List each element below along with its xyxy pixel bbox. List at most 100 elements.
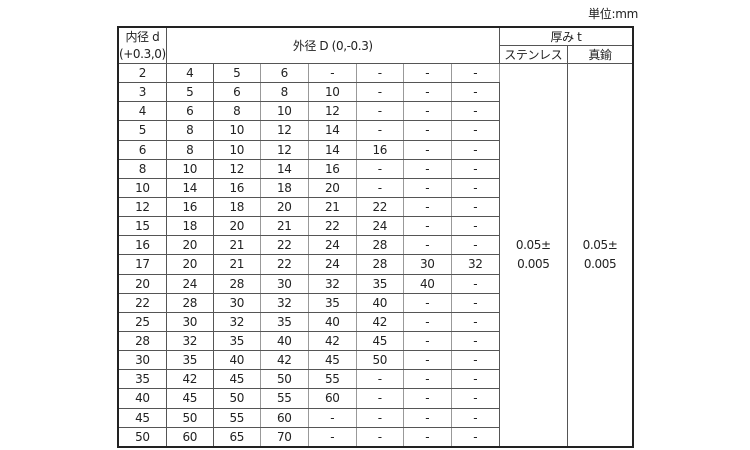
- outer-diameter-cell: 35: [212, 330, 261, 352]
- outer-diameter-cell: 14: [307, 120, 357, 141]
- outer-diameter-cell: -: [402, 120, 452, 141]
- outer-diameter-cell: -: [450, 273, 500, 294]
- outer-diameter-cell: -: [402, 177, 452, 198]
- outer-diameter-cell: 45: [355, 330, 404, 352]
- inner-diameter-cell: 5: [117, 120, 167, 141]
- outer-diameter-cell: 40: [212, 350, 261, 371]
- outer-diameter-cell: -: [402, 311, 452, 332]
- outer-diameter-cell: 20: [212, 216, 261, 237]
- outer-diameter-cell: 4: [165, 62, 214, 84]
- outer-diameter-cell: 20: [307, 177, 357, 198]
- inner-diameter-cell: 40: [117, 388, 167, 409]
- outer-diameter-cell: 8: [259, 82, 309, 103]
- outer-diameter-cell: 30: [259, 273, 309, 294]
- outer-diameter-cell: -: [402, 216, 452, 237]
- inner-diameter-cell: 4: [117, 101, 167, 122]
- table-row: 40 45 50 55 60- - -: [117, 388, 633, 409]
- outer-diameter-cell: 21: [212, 254, 261, 275]
- outer-diameter-cell: 65: [212, 426, 261, 448]
- outer-diameter-cell: -: [450, 216, 500, 237]
- outer-diameter-cell: 30: [212, 292, 261, 313]
- outer-diameter-cell: -: [402, 139, 452, 160]
- outer-diameter-cell: -: [402, 235, 452, 256]
- outer-diameter-cell: 8: [165, 139, 214, 160]
- inner-diameter-cell: 17: [117, 254, 167, 275]
- outer-diameter-cell: -: [355, 82, 404, 103]
- outer-diameter-cell: 21: [212, 235, 261, 256]
- outer-diameter-cell: -: [355, 101, 404, 122]
- outer-diameter-cell: 24: [165, 273, 214, 294]
- outer-diameter-cell: 24: [307, 254, 357, 275]
- outer-diameter-cell: 50: [259, 369, 309, 390]
- inner-diameter-cell: 20: [117, 273, 167, 294]
- inner-diameter-header: 内径 d (+0.3,0): [117, 26, 167, 64]
- outer-diameter-cell: 22: [259, 254, 309, 275]
- outer-diameter-cell: 22: [355, 196, 404, 218]
- outer-diameter-cell: 32: [165, 330, 214, 352]
- outer-diameter-cell: -: [402, 62, 452, 84]
- thickness-header: 厚み t: [498, 26, 634, 46]
- outer-diameter-cell: 5: [212, 62, 261, 84]
- outer-diameter-cell: -: [307, 62, 357, 84]
- outer-diameter-cell: -: [355, 120, 404, 141]
- outer-diameter-cell: -: [450, 426, 500, 448]
- outer-diameter-cell: -: [450, 101, 500, 122]
- outer-diameter-cell: -: [355, 388, 404, 409]
- outer-diameter-cell: -: [402, 330, 452, 352]
- outer-diameter-cell: -: [402, 426, 452, 448]
- outer-diameter-cell: 21: [307, 196, 357, 218]
- outer-diameter-cell: 16: [355, 139, 404, 160]
- outer-diameter-cell: 50: [165, 407, 214, 428]
- outer-diameter-cell: -: [450, 407, 500, 428]
- outer-diameter-cell: -: [402, 388, 452, 409]
- inner-diameter-cell: 16: [117, 235, 167, 256]
- outer-diameter-cell: 8: [165, 120, 214, 141]
- outer-diameter-cell: -: [355, 177, 404, 198]
- outer-diameter-cell: -: [450, 139, 500, 160]
- inner-diameter-cell: 22: [117, 292, 167, 313]
- outer-diameter-cell: 6: [212, 82, 261, 103]
- brass-thickness-cell: 0.05± 0.005: [566, 62, 634, 448]
- outer-diameter-cell: 10: [259, 101, 309, 122]
- outer-diameter-cell: 12: [212, 158, 261, 179]
- outer-diameter-cell: 45: [212, 369, 261, 390]
- outer-diameter-cell: 28: [355, 254, 404, 275]
- brass-header: 真鍮: [566, 45, 634, 64]
- outer-diameter-cell: 40: [307, 311, 357, 332]
- outer-diameter-cell: 60: [165, 426, 214, 448]
- outer-diameter-cell: -: [402, 158, 452, 179]
- outer-diameter-cell: -: [402, 369, 452, 390]
- table-row: 20 24 28 30 32 35 40-: [117, 273, 633, 294]
- outer-diameter-cell: 16: [165, 196, 214, 218]
- outer-diameter-cell: 32: [212, 311, 261, 332]
- inner-diameter-cell: 10: [117, 177, 167, 198]
- inner-diameter-cell: 28: [117, 330, 167, 352]
- outer-diameter-cell: 35: [165, 350, 214, 371]
- table-row: 28 32 35 40 42 45- -: [117, 330, 633, 352]
- thickness-value: 0.05±: [582, 237, 618, 252]
- outer-diameter-cell: 45: [307, 350, 357, 371]
- outer-diameter-cell: 21: [259, 216, 309, 237]
- outer-diameter-cell: 10: [307, 82, 357, 103]
- size-table: 内径 d (+0.3,0) 外径 D (0,-0.3) 厚み t ステンレス 真…: [117, 26, 635, 448]
- outer-diameter-cell: 60: [259, 407, 309, 428]
- outer-diameter-cell: 6: [165, 101, 214, 122]
- outer-diameter-cell: 30: [402, 254, 452, 275]
- outer-diameter-cell: -: [355, 407, 404, 428]
- outer-diameter-cell: 42: [355, 311, 404, 332]
- outer-diameter-cell: 32: [259, 292, 309, 313]
- table-row: 10 14 16 18 20- - -: [117, 177, 633, 198]
- outer-diameter-cell: 42: [259, 350, 309, 371]
- outer-diameter-cell: 5: [165, 82, 214, 103]
- inner-diameter-cell: 30: [117, 350, 167, 371]
- table-row: 50 60 65 70- - - -: [117, 426, 633, 448]
- outer-diameter-cell: 50: [212, 388, 261, 409]
- outer-diameter-cell: 18: [165, 216, 214, 237]
- outer-diameter-cell: 70: [259, 426, 309, 448]
- outer-diameter-cell: 16: [212, 177, 261, 198]
- outer-diameter-cell: -: [450, 311, 500, 332]
- stainless-thickness-cell: 0.05± 0.005: [498, 62, 568, 448]
- outer-diameter-cell: -: [402, 82, 452, 103]
- outer-diameter-cell: 60: [307, 388, 357, 409]
- inner-diameter-cell: 12: [117, 196, 167, 218]
